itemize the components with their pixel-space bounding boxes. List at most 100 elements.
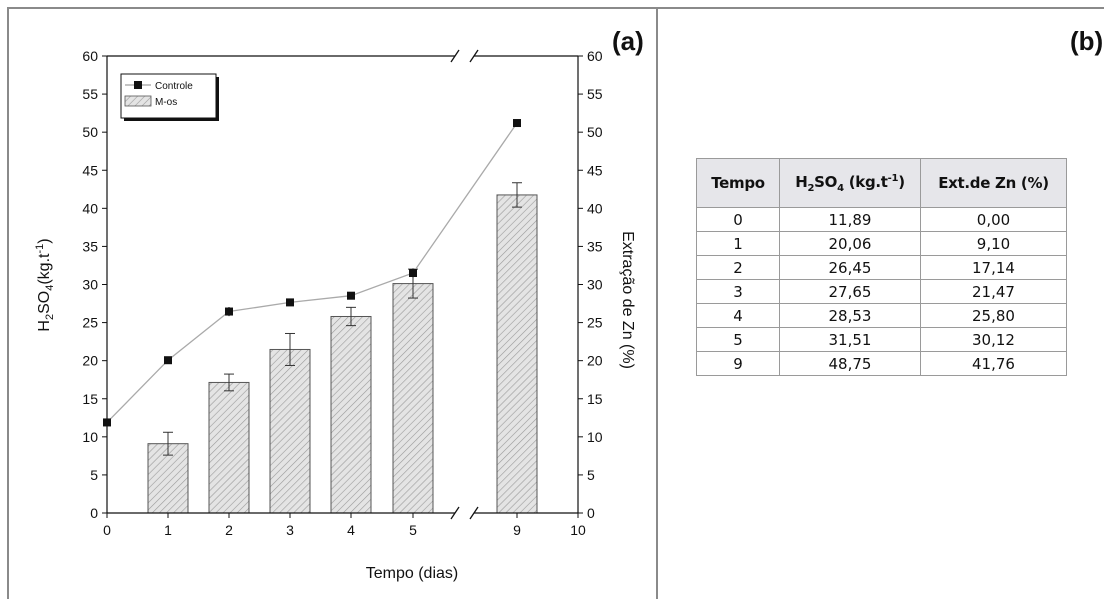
y-tick-label-right: 30 [587, 277, 603, 293]
table-row: 3 27,65 21,47 [696, 279, 1067, 304]
table-cell: 31,51 [779, 327, 921, 352]
axis-break-mark [469, 49, 479, 63]
y-tick-label-right: 20 [587, 353, 603, 369]
y-title-left-unit: (kg.t [36, 253, 53, 285]
y-tick-label-left: 45 [82, 162, 98, 178]
panel-label-b: (b) [1070, 26, 1104, 56]
y-title-left-sub2: 4 [44, 285, 56, 291]
series-line-controle [106, 122, 518, 423]
table-cell: 9 [696, 351, 780, 376]
point-controle-1 [164, 356, 172, 365]
th-unit: (kg.t [843, 172, 888, 191]
y-tick-label-right: 45 [587, 162, 603, 178]
bar-mos-3 [269, 348, 311, 514]
data-table: Tempo H2SO4 (kg.t-1) Ext.de Zn (%) 0 11,8… [696, 158, 1067, 376]
axis-break-mark [450, 506, 460, 520]
y-title-left-sup: -1 [34, 244, 46, 254]
y-axis-title-left: H2SO4(kg.t-1) [34, 238, 56, 331]
table-row: 2 26,45 17,14 [696, 255, 1067, 280]
table-cell: 27,65 [779, 279, 921, 304]
th-sub: 2 [807, 182, 815, 194]
table-cell: 48,75 [779, 351, 921, 376]
y-title-left-sub: 2 [44, 314, 56, 320]
table-row: 1 20,06 9,10 [696, 231, 1067, 256]
table-cell: 3 [696, 279, 780, 304]
y-tick-label-left: 5 [90, 467, 98, 483]
table-cell: 21,47 [920, 279, 1067, 304]
legend-box [120, 73, 217, 119]
y-tick-label-left: 40 [82, 200, 98, 216]
y-tick-label-right: 60 [587, 48, 603, 64]
x-tick-label: 5 [409, 522, 417, 538]
table-header-tempo: Tempo [696, 158, 780, 208]
y-title-left-so: SO [36, 291, 53, 314]
y-tick-label-left: 15 [82, 391, 98, 407]
th-sub2: 4 [837, 182, 844, 194]
x-tick-label: 2 [225, 522, 233, 538]
legend-swatch-mos [124, 95, 152, 107]
table-row: 9 48,75 41,76 [696, 351, 1067, 376]
y-tick-label-left: 25 [82, 315, 98, 331]
y-tick-label-right: 40 [587, 200, 603, 216]
y-tick-label-right: 0 [587, 505, 595, 521]
table-cell: 26,45 [779, 255, 921, 280]
point-controle-3 [286, 298, 294, 307]
panel-label-a: (a) [612, 26, 644, 56]
y-title-left-close: ) [36, 238, 53, 243]
panel-divider [656, 7, 658, 599]
table-cell: 28,53 [779, 303, 921, 328]
y-tick-label-right: 10 [587, 429, 603, 445]
y-tick-label-left: 35 [82, 238, 98, 254]
table-row: 0 11,89 0,00 [696, 207, 1067, 232]
table-cell: 4 [696, 303, 780, 328]
x-tick-label: 3 [286, 522, 294, 538]
bar-mos-2 [208, 381, 250, 514]
table-header-ext-zn: Ext.de Zn (%) [920, 158, 1067, 208]
x-tick-label: 9 [513, 522, 521, 538]
figure-border [7, 7, 1104, 599]
bar-mos-5 [392, 283, 434, 514]
y-tick-label-left: 20 [82, 353, 98, 369]
y-tick-label-right: 55 [587, 86, 603, 102]
table-row: 4 28,53 25,80 [696, 303, 1067, 328]
table-cell: 30,12 [920, 327, 1067, 352]
y-tick-label-right: 5 [587, 467, 595, 483]
table-cell: 25,80 [920, 303, 1067, 328]
table-cell: 1 [696, 231, 780, 256]
x-axis-title: Tempo (dias) [366, 565, 458, 582]
th-close: ) [898, 172, 905, 191]
y-axis-title-right: Extração de Zn (%) [619, 231, 636, 369]
table-cell: 17,14 [920, 255, 1067, 280]
y-tick-label-right: 50 [587, 124, 603, 140]
y-title-left-h: H [36, 320, 53, 332]
table-cell: 0,00 [920, 207, 1067, 232]
table-cell: 0 [696, 207, 780, 232]
axis-break-mark [469, 506, 479, 520]
x-tick-label: 10 [570, 522, 586, 538]
table-cell: 2 [696, 255, 780, 280]
table-header-h2so4: H2SO4 (kg.t-1) [779, 158, 921, 208]
table-cell: 20,06 [779, 231, 921, 256]
point-controle-5 [409, 268, 417, 277]
point-controle-4 [347, 291, 355, 300]
y-tick-label-left: 10 [82, 429, 98, 445]
table-header-row: Tempo H2SO4 (kg.t-1) Ext.de Zn (%) [696, 158, 1067, 208]
point-controle-0 [103, 418, 111, 427]
x-tick-label: 4 [347, 522, 355, 538]
legend-label-mos: M-os [155, 97, 177, 108]
y-tick-label-left: 55 [82, 86, 98, 102]
th-sup: -1 [887, 172, 899, 184]
x-tick-label: 0 [103, 522, 111, 538]
legend-marker-controle [134, 81, 142, 89]
table-cell: 5 [696, 327, 780, 352]
table-cell: 41,76 [920, 351, 1067, 376]
table-row: 5 31,51 30,12 [696, 327, 1067, 352]
table-cell: 11,89 [779, 207, 921, 232]
y-tick-label-left: 0 [90, 505, 98, 521]
axis-break-mark [450, 49, 460, 63]
y-tick-label-left: 60 [82, 48, 98, 64]
bar-mos-4 [330, 315, 372, 514]
th-h: H [795, 172, 808, 191]
